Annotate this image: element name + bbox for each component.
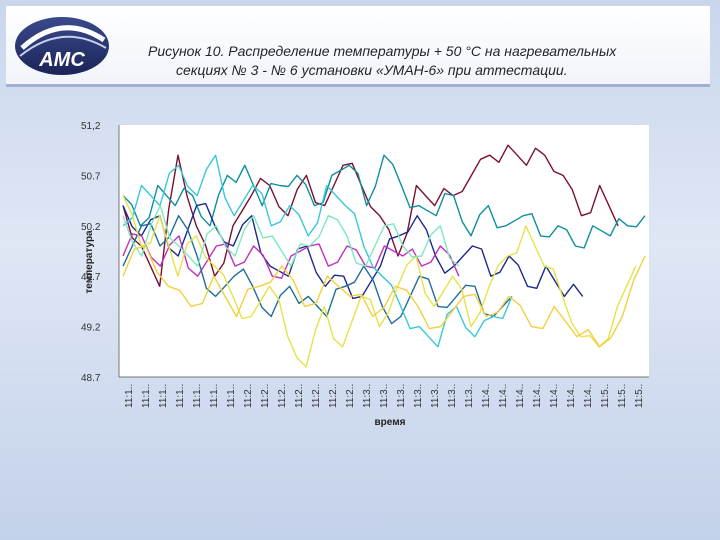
x-axis-label: время — [375, 417, 406, 428]
x-tick-label: 11:3.. — [447, 384, 458, 408]
x-tick-label: 11:2.. — [311, 384, 322, 408]
x-tick-label: 11:4.. — [532, 384, 543, 408]
series-line — [122, 204, 460, 267]
x-tick-label: 11:1.. — [175, 384, 186, 408]
series-line — [122, 233, 460, 279]
caption-line-1: Рисунок 10. Распределение температуры + … — [148, 43, 617, 59]
logo-text: АМС — [38, 49, 85, 71]
x-tick-label: 11:4.. — [583, 384, 594, 408]
y-tick-label: 49.7 — [81, 272, 101, 283]
series-line — [122, 214, 513, 325]
x-tick-label: 11:2.. — [294, 384, 305, 408]
x-tick-label: 11:4.. — [498, 384, 509, 408]
caption-line-2: секциях № 3 - № 6 установки «УМАН-6» при… — [176, 62, 568, 78]
x-tick-label: 11:2.. — [260, 384, 271, 408]
series-line — [122, 195, 637, 368]
x-tick-label: 11:2.. — [345, 384, 356, 408]
x-tick-label: 11:1.. — [158, 384, 169, 408]
x-tick-label: 11:3.. — [362, 384, 373, 408]
x-tick-label: 11:4.. — [515, 384, 526, 408]
x-tick-label: 11:5.. — [617, 384, 628, 408]
x-tick-label: 11:5.. — [600, 384, 611, 408]
y-tick-label: 49.2 — [81, 323, 101, 334]
series-line — [122, 144, 619, 287]
plot-area — [119, 125, 649, 377]
y-tick-labels: 51,2 50.7 50.2 49.7 49.2 48.7 — [81, 121, 101, 384]
series-line — [122, 154, 513, 348]
x-tick-label: 11:3.. — [379, 384, 390, 408]
y-tick-label: 51,2 — [81, 121, 101, 132]
header-banner: АМС Рисунок 10. Распределение температур… — [6, 6, 710, 87]
x-tick-label: 11:1.. — [192, 384, 203, 408]
x-tick-label: 11:4.. — [549, 384, 560, 408]
x-tick-label: 11:3.. — [464, 384, 475, 408]
figure-caption: Рисунок 10. Распределение температуры + … — [142, 42, 712, 80]
series-line — [122, 202, 584, 300]
series-line — [122, 245, 646, 348]
x-tick-label: 11:3.. — [413, 384, 424, 408]
x-tick-label: 11:3.. — [430, 384, 441, 408]
x-tick-label: 11:1.. — [141, 384, 152, 408]
ams-logo: АМС — [15, 17, 109, 75]
series-layer — [122, 144, 646, 368]
x-tick-label: 11:2.. — [328, 384, 339, 408]
x-tick-label: 11:1.. — [124, 384, 135, 408]
x-tick-labels: 11:1.. 11:1.. 11:1.. 11:1.. 11:1.. 11:1.. 11:1… — [124, 384, 645, 408]
y-tick-label: 50.7 — [81, 171, 101, 182]
y-tick-label: 48.7 — [81, 373, 101, 384]
x-tick-label: 11:1.. — [209, 384, 220, 408]
y-tick-label: 50.2 — [81, 222, 101, 233]
x-tick-label: 11:1.. — [226, 384, 237, 408]
x-tick-label: 11:5.. — [634, 384, 645, 408]
series-line — [122, 154, 646, 249]
x-tick-label: 11:2.. — [243, 384, 254, 408]
y-axis-label: температура — [84, 230, 95, 294]
x-tick-label: 11:2.. — [277, 384, 288, 408]
x-tick-label: 11:4.. — [566, 384, 577, 408]
x-tick-label: 11:3.. — [396, 384, 407, 408]
x-tick-label: 11:4.. — [481, 384, 492, 408]
